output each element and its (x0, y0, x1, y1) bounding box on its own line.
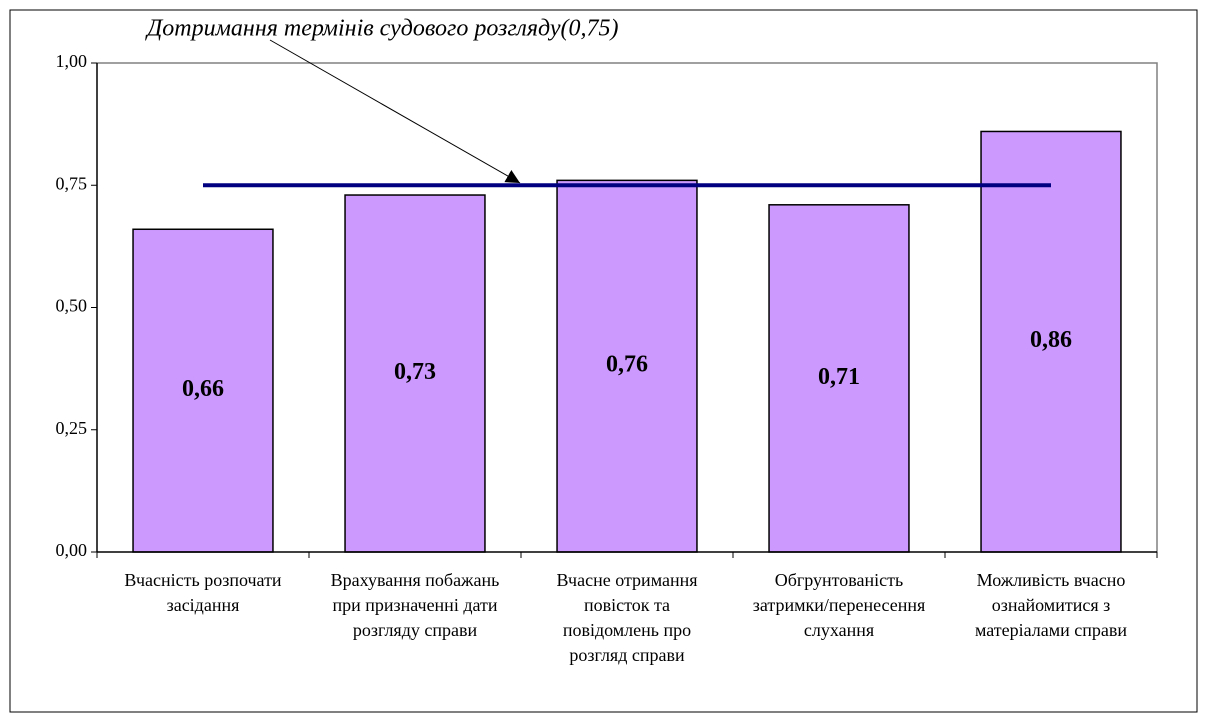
x-tick-label-line: розгляду справи (353, 620, 478, 640)
x-tick-label-line: ознайомитися з (992, 595, 1110, 615)
data-label: 0,73 (394, 359, 436, 385)
x-tick-label-line: слухання (804, 620, 874, 640)
y-tick-label: 1,00 (56, 51, 88, 71)
x-tick-label-line: Обгрунтованість (775, 570, 904, 590)
x-tick-label-line: повісток та (584, 595, 670, 615)
x-tick-label: Можливість вчасно ознайомитися з матеріала… (975, 570, 1127, 640)
x-tick-label-line: Врахування побажань (331, 570, 500, 590)
bar (132, 228, 274, 553)
data-label: 0,71 (818, 364, 860, 390)
x-tick-label: Обгрунтованість затримки/перенесення слуха… (753, 570, 926, 640)
x-tick-label: Врахування побажань при призначенні дати р… (331, 570, 500, 640)
x-tick-label-line: Вчасне отримання (557, 570, 698, 590)
bar (344, 194, 486, 553)
x-tick-label-line: Вчасність розпочати (124, 570, 282, 590)
y-tick-label: 0,00 (56, 540, 88, 560)
annotation-arrow (269, 39, 521, 184)
data-label: 0,66 (182, 376, 224, 402)
x-tick-label-line: Можливість вчасно (977, 570, 1126, 590)
annotation: Дотримання термінів судового розгляду(0,… (145, 16, 619, 42)
bar (556, 179, 698, 553)
x-tick-label-line: повідомлень про (563, 620, 691, 640)
y-tick-label: 0,75 (56, 173, 88, 193)
x-tick-label-line: матеріалами справи (975, 620, 1127, 640)
data-label: 0,76 (606, 352, 648, 378)
data-label: 0,86 (1030, 327, 1072, 353)
y-tick-label: 0,50 (56, 296, 88, 316)
x-tick-label-line: засідання (167, 595, 240, 615)
bar (980, 130, 1122, 553)
x-tick-label: Вчасність розпочати засідання (124, 570, 282, 615)
y-tick-label: 0,25 (56, 418, 88, 438)
x-tick-label-line: затримки/перенесення (753, 595, 926, 615)
x-tick-label: Вчасне отримання повісток та повідомлень п… (557, 570, 698, 665)
bar (768, 204, 910, 553)
x-tick-label-line: розгляд справи (569, 645, 685, 665)
plot-border (97, 62, 1158, 552)
x-tick-label-line: при призначенні дати (332, 595, 497, 615)
